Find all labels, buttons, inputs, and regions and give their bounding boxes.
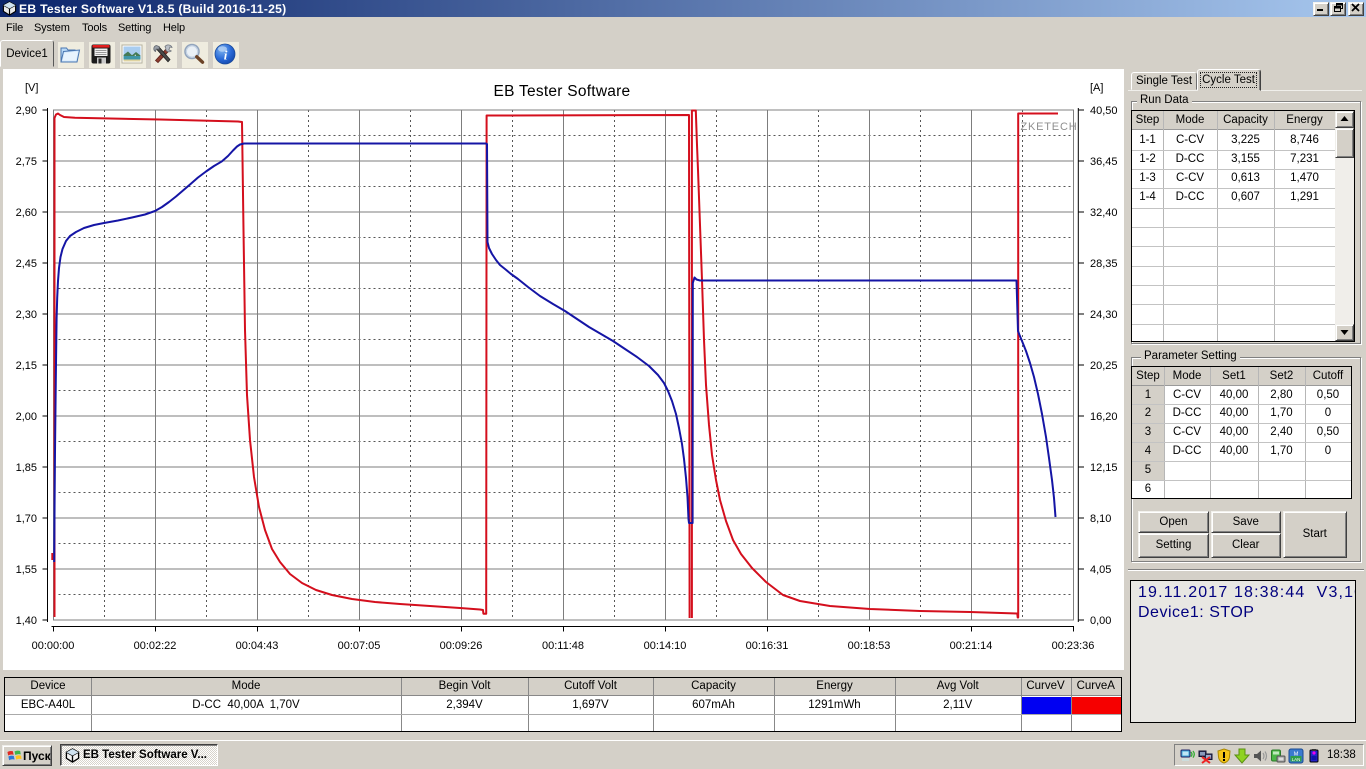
- svg-text:1,40: 1,40: [16, 615, 37, 627]
- svg-text:2,00: 2,00: [16, 411, 37, 423]
- svg-text:00:02:22: 00:02:22: [134, 640, 177, 652]
- svg-text:8,10: 8,10: [1090, 513, 1111, 525]
- svg-text:16,20: 16,20: [1090, 411, 1118, 423]
- svg-text:2,30: 2,30: [16, 309, 37, 321]
- svg-text:2,45: 2,45: [16, 258, 37, 270]
- svg-text:i: i: [223, 47, 227, 62]
- svg-text:00:11:48: 00:11:48: [542, 640, 584, 652]
- svg-text:2,15: 2,15: [16, 360, 37, 372]
- svg-text:EB Tester Software: EB Tester Software: [494, 83, 631, 100]
- svg-text:20,25: 20,25: [1090, 360, 1118, 372]
- svg-text:1,55: 1,55: [16, 564, 37, 576]
- svg-text:1,70: 1,70: [16, 513, 37, 525]
- svg-text:[V]: [V]: [25, 82, 38, 94]
- svg-text:4,05: 4,05: [1090, 564, 1111, 576]
- svg-text:28,35: 28,35: [1090, 258, 1118, 270]
- svg-text:ZKETECH: ZKETECH: [1021, 121, 1078, 133]
- svg-text:[A]: [A]: [1090, 82, 1103, 94]
- svg-text:2,90: 2,90: [16, 105, 37, 117]
- svg-text:32,40: 32,40: [1090, 207, 1118, 219]
- svg-text:00:04:43: 00:04:43: [236, 640, 279, 652]
- svg-text:12,15: 12,15: [1090, 462, 1118, 474]
- svg-text:00:18:53: 00:18:53: [848, 640, 891, 652]
- svg-text:00:21:14: 00:21:14: [950, 640, 993, 652]
- svg-text:LAN: LAN: [1292, 757, 1301, 762]
- svg-text:00:23:36: 00:23:36: [1052, 640, 1095, 652]
- svg-text:2,60: 2,60: [16, 207, 37, 219]
- svg-text:40,50: 40,50: [1090, 105, 1118, 117]
- svg-text:00:09:26: 00:09:26: [440, 640, 483, 652]
- svg-text:2,75: 2,75: [16, 156, 37, 168]
- svg-text:36,45: 36,45: [1090, 156, 1118, 168]
- svg-text:1,85: 1,85: [16, 462, 37, 474]
- svg-text:M: M: [1294, 751, 1299, 757]
- svg-text:00:00:00: 00:00:00: [32, 640, 75, 652]
- svg-text:00:07:05: 00:07:05: [338, 640, 381, 652]
- svg-text:00:14:10: 00:14:10: [644, 640, 687, 652]
- svg-text:0,00: 0,00: [1090, 615, 1111, 627]
- svg-text:00:16:31: 00:16:31: [746, 640, 789, 652]
- svg-text:24,30: 24,30: [1090, 309, 1118, 321]
